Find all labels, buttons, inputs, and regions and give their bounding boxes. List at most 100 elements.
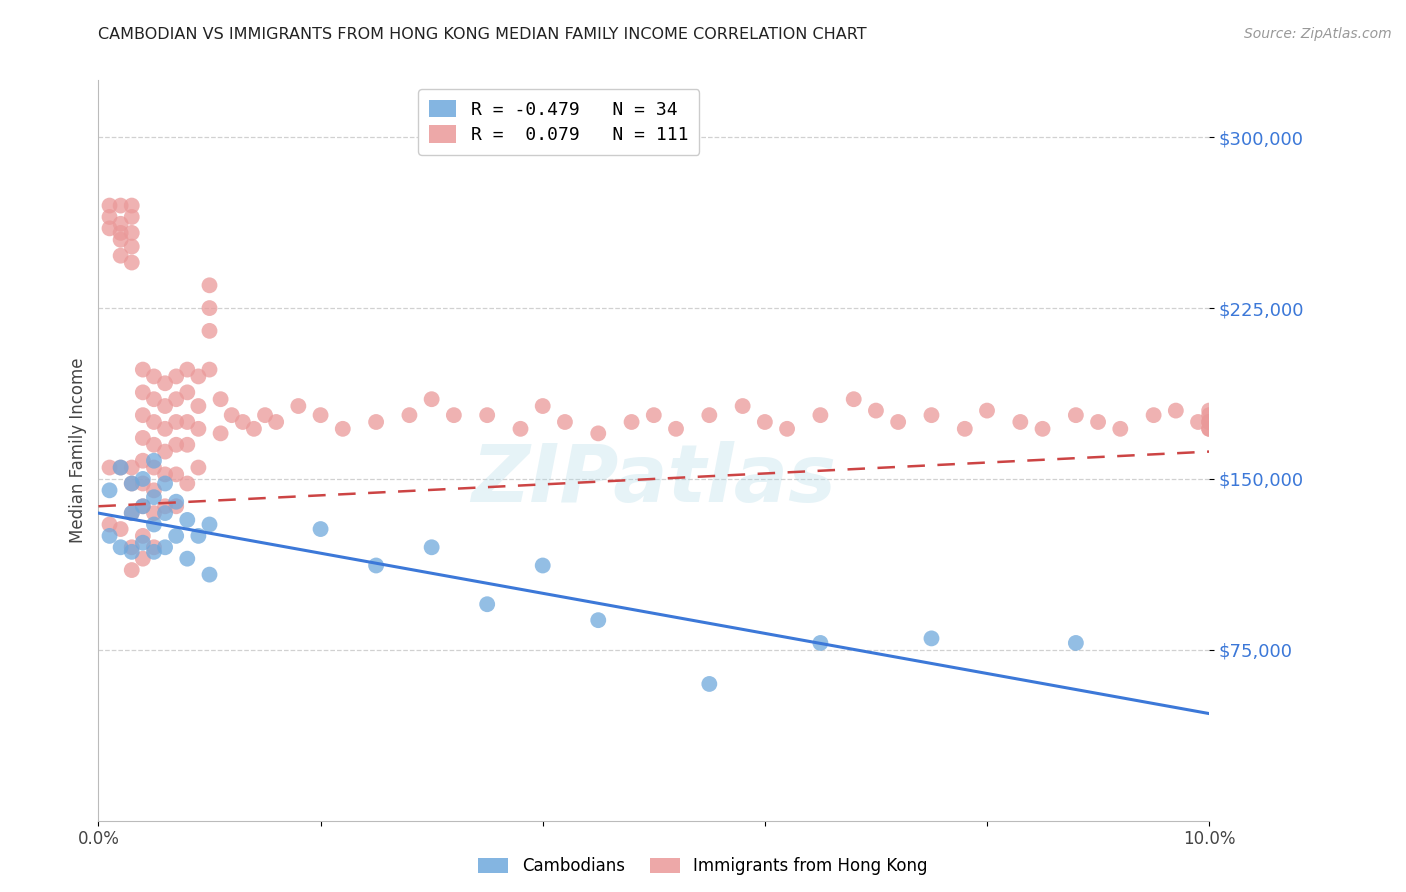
Point <box>153 506 176 520</box>
Point <box>1198 422 1220 436</box>
Point <box>443 408 465 422</box>
Point <box>1064 636 1087 650</box>
Point <box>398 408 420 422</box>
Point <box>366 558 388 573</box>
Point <box>153 467 176 482</box>
Point <box>98 517 121 532</box>
Point <box>121 255 143 269</box>
Point <box>165 500 187 514</box>
Point <box>209 392 232 407</box>
Point <box>309 522 332 536</box>
Point <box>165 392 187 407</box>
Point <box>121 476 143 491</box>
Point <box>98 198 121 212</box>
Point <box>165 415 187 429</box>
Point <box>1032 422 1054 436</box>
Point <box>776 422 799 436</box>
Point <box>153 476 176 491</box>
Point <box>1187 415 1209 429</box>
Point <box>531 399 554 413</box>
Point <box>920 408 942 422</box>
Point <box>309 408 332 422</box>
Point <box>110 460 132 475</box>
Point <box>143 415 166 429</box>
Point <box>110 249 132 263</box>
Point <box>98 221 121 235</box>
Point <box>198 567 221 582</box>
Point <box>509 422 531 436</box>
Point <box>98 210 121 224</box>
Point <box>121 226 143 240</box>
Point <box>1164 403 1187 417</box>
Point <box>810 636 832 650</box>
Point <box>1198 415 1220 429</box>
Point <box>253 408 276 422</box>
Point <box>176 362 198 376</box>
Point <box>165 369 187 384</box>
Point <box>699 408 721 422</box>
Point <box>153 376 176 391</box>
Point <box>110 522 132 536</box>
Legend: Cambodians, Immigrants from Hong Kong: Cambodians, Immigrants from Hong Kong <box>470 849 936 884</box>
Point <box>1198 408 1220 422</box>
Point <box>153 444 176 458</box>
Point <box>198 324 221 338</box>
Point <box>187 422 209 436</box>
Point <box>132 385 155 400</box>
Point <box>176 385 198 400</box>
Point <box>153 399 176 413</box>
Point <box>920 632 942 646</box>
Point <box>554 415 576 429</box>
Point <box>143 506 166 520</box>
Point <box>1087 415 1109 429</box>
Point <box>143 460 166 475</box>
Point <box>264 415 287 429</box>
Point <box>475 408 499 422</box>
Point <box>153 500 176 514</box>
Text: Source: ZipAtlas.com: Source: ZipAtlas.com <box>1244 27 1392 41</box>
Point <box>187 399 209 413</box>
Point <box>132 529 155 543</box>
Point <box>132 551 155 566</box>
Point <box>176 551 198 566</box>
Point <box>187 529 209 543</box>
Point <box>1198 403 1220 417</box>
Point <box>98 460 121 475</box>
Point <box>132 408 155 422</box>
Point <box>842 392 865 407</box>
Point <box>287 399 309 413</box>
Point <box>110 460 132 475</box>
Point <box>754 415 776 429</box>
Point <box>121 506 143 520</box>
Point <box>121 541 143 555</box>
Point <box>132 535 155 549</box>
Point <box>176 415 198 429</box>
Point <box>143 392 166 407</box>
Point <box>865 403 887 417</box>
Point <box>98 483 121 498</box>
Point <box>121 239 143 253</box>
Legend: R = -0.479   N = 34, R =  0.079   N = 111: R = -0.479 N = 34, R = 0.079 N = 111 <box>419 89 699 155</box>
Point <box>187 460 209 475</box>
Point <box>1109 422 1132 436</box>
Point <box>176 476 198 491</box>
Point <box>143 541 166 555</box>
Point <box>165 529 187 543</box>
Point <box>1198 415 1220 429</box>
Point <box>731 399 754 413</box>
Text: ZIPatlas: ZIPatlas <box>471 441 837 519</box>
Point <box>132 453 155 467</box>
Point <box>143 545 166 559</box>
Point <box>98 529 121 543</box>
Point <box>475 597 499 611</box>
Point <box>176 513 198 527</box>
Point <box>1143 408 1166 422</box>
Point <box>132 472 155 486</box>
Y-axis label: Median Family Income: Median Family Income <box>69 358 87 543</box>
Point <box>1010 415 1032 429</box>
Text: CAMBODIAN VS IMMIGRANTS FROM HONG KONG MEDIAN FAMILY INCOME CORRELATION CHART: CAMBODIAN VS IMMIGRANTS FROM HONG KONG M… <box>98 27 868 42</box>
Point <box>232 415 254 429</box>
Point <box>976 403 998 417</box>
Point <box>121 506 143 520</box>
Point <box>110 198 132 212</box>
